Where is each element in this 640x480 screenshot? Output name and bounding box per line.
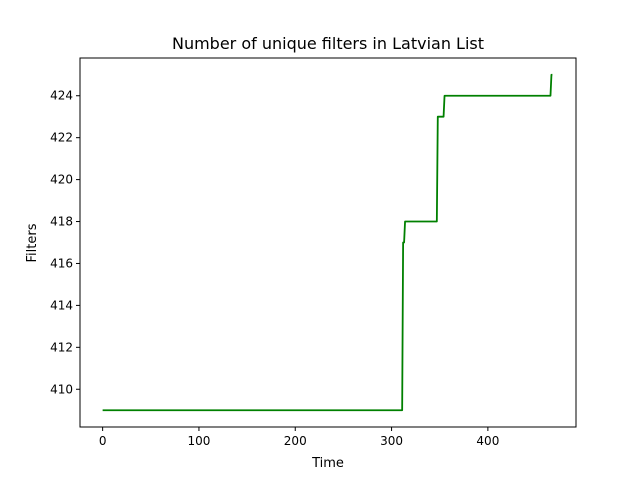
y-axis-ticks: 410 412 414 416 418 420 422 424 <box>50 89 80 396</box>
y-tick-label: 416 <box>50 256 73 270</box>
y-tick-label: 422 <box>50 131 73 145</box>
x-tick-label: 200 <box>284 434 307 448</box>
y-tick-label: 424 <box>50 89 73 103</box>
x-tick-label: 400 <box>476 434 499 448</box>
plot-frame <box>79 57 577 428</box>
y-tick-label: 414 <box>50 298 73 312</box>
series-line-0 <box>102 73 553 412</box>
y-tick-label: 410 <box>50 382 73 396</box>
y-tick-label: 420 <box>50 173 73 187</box>
x-axis-label: Time <box>311 456 344 471</box>
y-tick-label: 412 <box>50 340 73 354</box>
x-axis-ticks: 0 100 200 300 400 <box>99 427 499 448</box>
y-tick-label: 418 <box>50 215 73 229</box>
x-tick-label: 100 <box>187 434 210 448</box>
plot-area <box>102 73 553 412</box>
y-axis-label: Filters <box>25 223 40 262</box>
chart-title: Number of unique filters in Latvian List <box>172 34 484 53</box>
x-tick-label: 0 <box>99 434 107 448</box>
x-tick-label: 300 <box>380 434 403 448</box>
